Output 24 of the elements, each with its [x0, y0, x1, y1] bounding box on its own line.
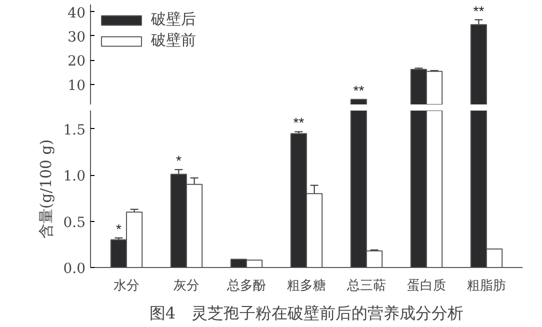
text: 图4 灵芝孢子粉在破壁前后的营养成分分析 — [149, 304, 464, 322]
x-tick-label: 灰分 — [174, 278, 200, 294]
x-tick-label: 粗多糖 — [287, 278, 326, 294]
x-tick-label: 水分 — [114, 278, 140, 294]
y-tick-label: 0.0 — [63, 261, 86, 277]
annotation: * — [116, 220, 122, 237]
x-tick-label: 总三萜 — [346, 278, 386, 294]
annotation: ** — [473, 2, 485, 19]
y-tick-label: 30 — [68, 29, 86, 46]
y-tick-label: 20 — [68, 54, 86, 70]
x-tick-label: 蛋白质 — [407, 278, 446, 294]
y-tick-label: 0.5 — [63, 214, 86, 231]
y-tick-label: 1.5 — [63, 122, 86, 138]
annotation: * — [176, 152, 182, 169]
annotation: ** — [293, 114, 305, 131]
y-tick-label: 1.0 — [63, 168, 86, 185]
x-tick-label: 总多酚 — [226, 278, 266, 294]
y-tick-label: 10 — [68, 78, 86, 94]
legend-label: 破壁后 — [151, 10, 196, 29]
legend-label: 破壁前 — [151, 31, 196, 50]
annotation: ** — [353, 82, 365, 98]
y-axis-title: 含量(g/100 g) — [37, 139, 56, 239]
y-tick-label: 40 — [68, 5, 86, 22]
x-tick-label: 粗脂肪 — [467, 278, 506, 294]
